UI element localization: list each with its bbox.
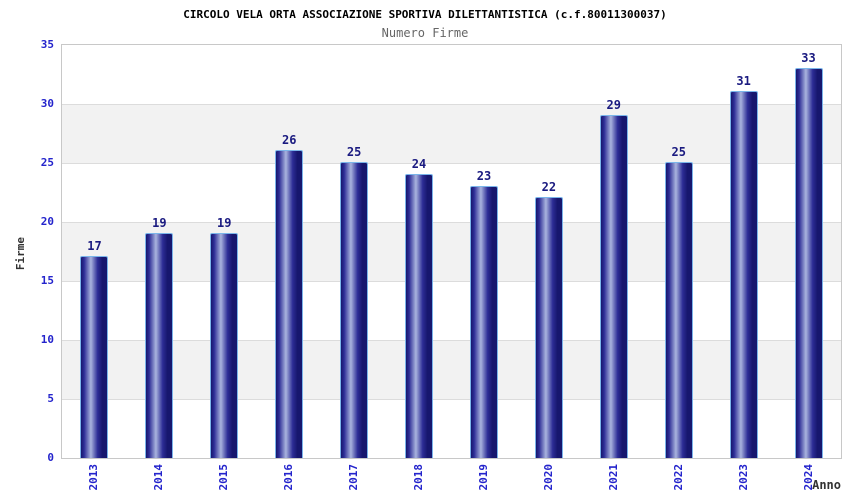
bar-2013 — [80, 256, 109, 458]
y-tick-label: 25 — [40, 156, 54, 169]
x-tick-label: 2022 — [671, 464, 685, 491]
band — [62, 222, 841, 281]
bar-value-label: 25 — [671, 145, 686, 159]
bar-2015 — [210, 232, 239, 458]
y-tick-label: 15 — [40, 274, 54, 287]
y-tick-label: 5 — [47, 392, 54, 405]
bar-2019 — [469, 185, 498, 458]
bar-value-label: 25 — [346, 145, 362, 159]
band — [62, 104, 841, 163]
bar-value-label: 26 — [281, 133, 297, 148]
bar-value-label: 19 — [217, 215, 232, 230]
bar-value-label: 31 — [736, 74, 751, 89]
chart-subtitle: Numero Firme — [381, 26, 469, 40]
bar-value-label: 17 — [87, 239, 102, 254]
bar-2014 — [145, 232, 174, 458]
x-tick-label: 2017 — [347, 464, 361, 491]
x-tick-label: 2021 — [606, 464, 620, 491]
bar-2018 — [405, 173, 434, 458]
bar-2016 — [275, 150, 304, 458]
plot-area: 17 19 19 26 25 24 23 22 29 25 31 33 — [61, 44, 842, 459]
bar-value-label: 23 — [476, 168, 492, 183]
x-tick-label: 2015 — [217, 464, 231, 491]
y-axis-title: Firme — [14, 237, 27, 271]
gridline — [62, 104, 841, 105]
y-tick-label: 30 — [40, 97, 54, 110]
bar-2017 — [340, 162, 369, 458]
bar-value-label: 33 — [801, 50, 816, 65]
bar-2020 — [534, 197, 563, 458]
bar-value-label: 19 — [152, 215, 167, 230]
x-tick-label: 2020 — [541, 464, 555, 491]
gridline — [62, 281, 841, 282]
bar-2022 — [664, 162, 693, 458]
x-tick-label: 2016 — [282, 464, 296, 491]
bar-value-label: 29 — [606, 97, 621, 112]
x-axis-title: Anno — [812, 478, 841, 492]
bar-value-label: 22 — [541, 180, 557, 195]
y-tick-label: 35 — [40, 38, 54, 51]
chart-title: CIRCOLO VELA ORTA ASSOCIAZIONE SPORTIVA … — [183, 8, 667, 21]
gridline — [62, 222, 841, 223]
gridline — [62, 163, 841, 164]
bar-value-label: 24 — [411, 156, 427, 171]
x-tick-label: 2013 — [87, 464, 101, 491]
bar-2023 — [729, 91, 758, 458]
bar-2021 — [599, 114, 628, 458]
y-tick-label: 20 — [40, 215, 54, 228]
bar-2024 — [794, 67, 823, 458]
x-tick-label: 2019 — [476, 464, 490, 491]
gridline — [62, 340, 841, 341]
x-tick-label: 2018 — [412, 464, 426, 491]
gridline — [62, 399, 841, 400]
y-tick-label: 10 — [40, 333, 54, 346]
y-tick-label: 0 — [47, 451, 54, 464]
x-tick-label: 2014 — [152, 464, 166, 491]
band — [62, 340, 841, 399]
x-tick-label: 2023 — [736, 464, 750, 491]
